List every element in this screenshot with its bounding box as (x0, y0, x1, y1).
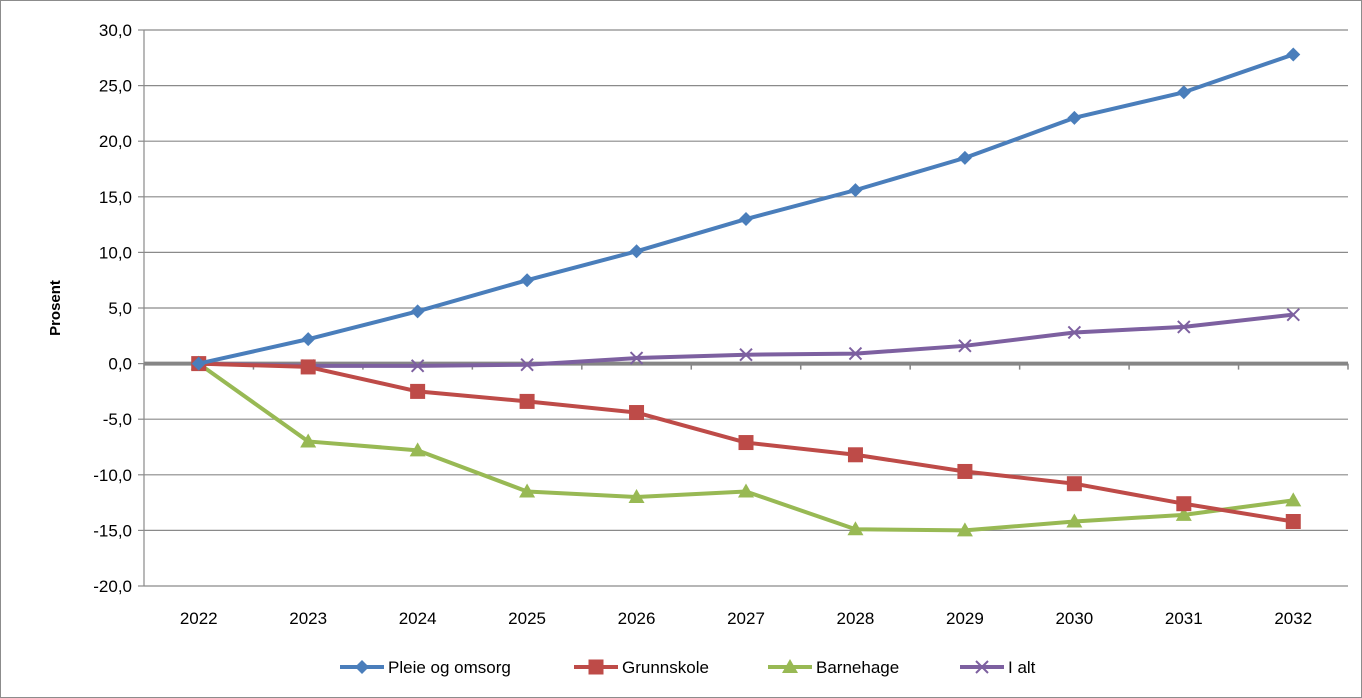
y-tick-label: -15,0 (93, 521, 132, 540)
y-tick-label: -20,0 (93, 577, 132, 596)
gridlines (138, 29, 1349, 587)
legend-label: I alt (1008, 658, 1036, 677)
data-point (520, 358, 534, 372)
data-point (628, 489, 645, 504)
legend-marker (588, 659, 604, 675)
data-point (1066, 513, 1083, 528)
x-tick-label: 2026 (618, 609, 656, 628)
legend: Pleie og omsorg Grunnskole Barnehage I alt (340, 658, 1036, 677)
data-point (409, 442, 426, 457)
x-tick-label: 2024 (399, 609, 437, 628)
y-tick-label: 5,0 (108, 299, 132, 318)
data-point (191, 356, 206, 371)
y-tick-label: -10,0 (93, 466, 132, 485)
data-point (629, 405, 645, 421)
x-tick-label: 2032 (1274, 609, 1312, 628)
series-pleie-og-omsorg (191, 47, 1301, 371)
data-point (1175, 506, 1192, 521)
series-grunnskole (191, 356, 1301, 530)
legend-marker (975, 660, 989, 674)
data-point (1176, 496, 1192, 512)
data-point (519, 483, 536, 498)
data-point (1177, 320, 1191, 334)
data-point (1067, 110, 1082, 125)
data-point (738, 435, 754, 451)
y-tick-label: 30,0 (99, 21, 132, 40)
data-point (848, 183, 863, 198)
data-point (1067, 325, 1082, 340)
data-point (957, 150, 972, 165)
series-line (198, 312, 1294, 368)
data-point (629, 244, 644, 259)
data-point (738, 483, 754, 498)
legend-marker (782, 659, 798, 673)
x-tick-label: 2029 (946, 609, 984, 628)
y-axis-ticks: 30,0 25,0 20,0 15,0 10,0 5,0 0,0 -5,0 -10,0 -15,0… (93, 21, 132, 596)
y-tick-label: 10,0 (99, 243, 132, 262)
data-point (519, 393, 535, 409)
data-point (847, 447, 863, 463)
data-point (957, 463, 973, 479)
x-tick-label: 2022 (180, 609, 218, 628)
data-point (1176, 85, 1191, 100)
data-point (410, 383, 426, 399)
data-point (629, 351, 644, 365)
data-point (958, 339, 972, 353)
legend-marker (355, 660, 369, 674)
data-point (410, 304, 425, 319)
x-tick-label: 2028 (837, 609, 875, 628)
legend-label: Grunnskole (622, 658, 709, 677)
data-point (410, 359, 425, 373)
data-point (1066, 476, 1082, 492)
x-tick-label: 2025 (508, 609, 546, 628)
data-point (848, 346, 863, 361)
x-tick-label: 2031 (1165, 609, 1203, 628)
x-tick-label: 2027 (727, 609, 765, 628)
y-tick-label: 20,0 (99, 132, 132, 151)
x-tick-label: 2030 (1055, 609, 1093, 628)
data-point (520, 273, 535, 288)
legend-item: I alt (960, 658, 1036, 677)
data-point (1285, 514, 1301, 530)
legend-label: Pleie og omsorg (388, 658, 511, 677)
legend-item: Barnehage (768, 658, 899, 677)
x-tick-label: 2023 (289, 609, 327, 628)
data-point (1286, 47, 1301, 62)
series-group (190, 47, 1302, 537)
legend-label: Barnehage (816, 658, 899, 677)
legend-item: Grunnskole (574, 658, 709, 677)
data-point (301, 332, 316, 347)
legend-item: Pleie og omsorg (340, 658, 511, 677)
y-tick-label: -5,0 (103, 410, 132, 429)
y-tick-label: 0,0 (108, 355, 132, 374)
y-axis-title: Prosent (47, 280, 64, 336)
data-point (1285, 492, 1302, 507)
data-point (1286, 307, 1300, 322)
x-axis-ticks: 2022 2023 2024 2025 2026 2027 2028 2029 2030 2031… (180, 609, 1312, 628)
y-tick-label: 25,0 (99, 77, 132, 96)
data-point (739, 347, 753, 362)
data-point (300, 359, 316, 375)
data-point (739, 212, 753, 227)
data-point (847, 521, 864, 536)
y-tick-label: 15,0 (99, 188, 132, 207)
series-line (198, 52, 1294, 366)
data-point (300, 433, 317, 448)
data-point (956, 522, 973, 537)
